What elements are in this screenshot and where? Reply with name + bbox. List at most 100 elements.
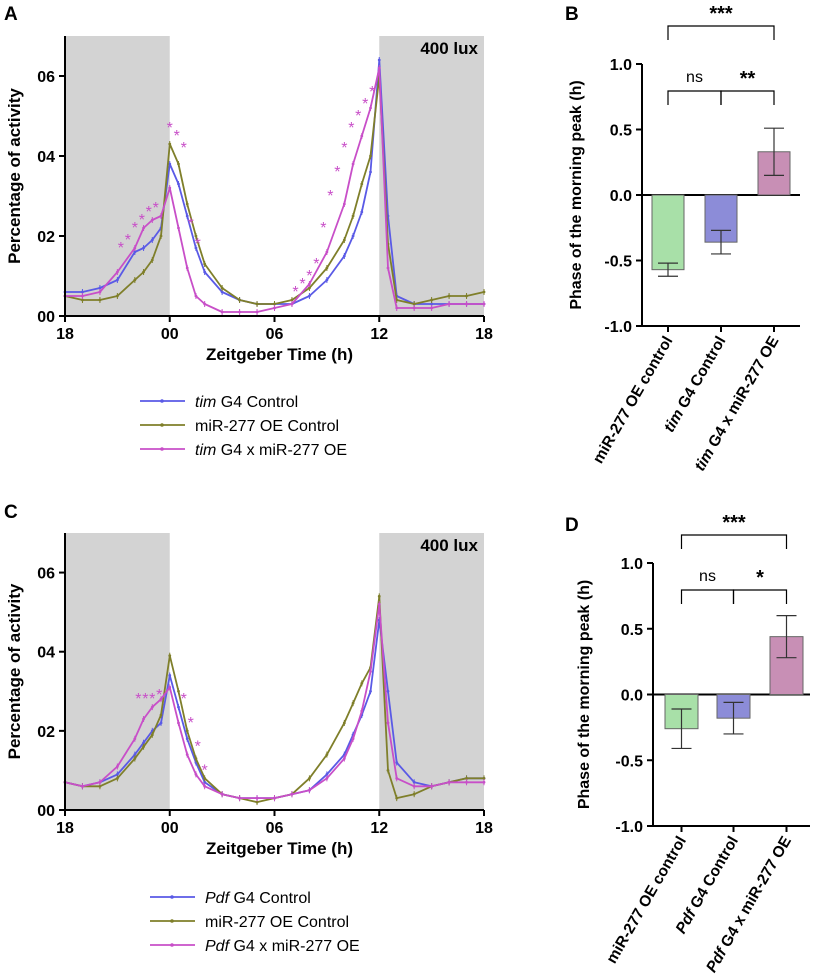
a-significance-star: * (181, 140, 187, 157)
a-data-point (369, 170, 372, 174)
b-y-tick-label: -1.0 (604, 319, 632, 336)
c-y-tick-label: 04 (37, 645, 55, 662)
d-y-tick-label: -1.0 (615, 819, 643, 836)
a-data-point (238, 298, 241, 302)
a-data-point (369, 106, 372, 110)
a-legend-label-rest: G4 x miR-277 OE (216, 442, 347, 459)
c-data-point (325, 776, 329, 780)
a-x-tick-label: 18 (56, 326, 74, 343)
a-data-point (150, 238, 154, 242)
c-legend-label-rest: G4 Control (229, 890, 311, 907)
c-data-point (342, 757, 346, 760)
a-significance-star: * (139, 212, 145, 229)
a-legend-label-rest: G4 Control (216, 394, 298, 411)
a-data-point (430, 302, 434, 306)
a-legend-label: miR-277 OE Control (195, 418, 339, 435)
c-legend-label-rest: G4 x miR-277 OE (229, 938, 360, 955)
c-data-point (308, 788, 311, 792)
c-data-point (168, 674, 172, 677)
c-data-point (447, 780, 451, 784)
d-category-label: miR-277 OE control (603, 834, 690, 967)
c-data-point (203, 776, 207, 780)
a-x-tick-label: 00 (161, 326, 179, 343)
b-comparison-bracket (667, 25, 775, 40)
c-data-point (342, 721, 346, 725)
c-data-point (133, 757, 137, 760)
c-data-point (194, 757, 198, 760)
b-category-label: miR-277 OE control (590, 334, 677, 467)
a-data-point (351, 214, 355, 218)
a-data-point (412, 306, 416, 310)
c-data-point (482, 780, 486, 784)
a-data-point (325, 278, 329, 282)
c-data-point (395, 776, 399, 780)
a-data-point (203, 262, 207, 266)
a-data-point (133, 278, 137, 282)
a-data-point (447, 302, 451, 306)
a-data-point (177, 226, 180, 230)
c-x-tick-label: 18 (56, 820, 74, 837)
a-data-point (203, 270, 207, 274)
a-data-point (308, 282, 311, 286)
a-data-point (308, 286, 311, 290)
a-x-tick-label: 06 (266, 326, 284, 343)
c-lux-badge: 400 lux (420, 536, 478, 555)
c-data-point (255, 796, 259, 800)
c-data-point (482, 776, 486, 780)
a-legend-marker (160, 447, 164, 451)
c-data-point (220, 792, 224, 796)
c-data-point (159, 721, 163, 725)
a-significance-star: * (146, 204, 152, 221)
c-legend-label-italic: Pdf (205, 890, 231, 907)
a-data-point (308, 294, 311, 298)
b-comparison-bracket (667, 90, 722, 105)
a-significance-star: * (327, 188, 333, 205)
b-y-tick-label: 1.0 (610, 57, 632, 74)
d-comparison-bracket (732, 589, 788, 604)
d-y-tick-label: 0.5 (621, 622, 643, 639)
d-comparison-bracket (680, 534, 788, 549)
a-data-point (377, 66, 381, 70)
a-data-point (177, 162, 180, 166)
a-data-point (115, 278, 119, 282)
a-data-point (185, 214, 189, 218)
a-significance-star: * (195, 236, 201, 253)
a-legend-label-rest: miR-277 OE Control (195, 418, 339, 435)
c-x-tick-label: 00 (161, 820, 179, 837)
a-significance-star: * (320, 220, 326, 237)
d-y-tick-label: -0.5 (615, 753, 643, 770)
a-data-point (115, 270, 119, 274)
c-data-point (177, 721, 180, 725)
a-data-point (255, 310, 259, 314)
a-significance-star: * (362, 96, 368, 113)
a-data-point (465, 294, 468, 298)
c-data-point (194, 772, 198, 776)
c-data-point (377, 602, 381, 606)
a-data-point (194, 246, 198, 250)
c-x-axis-title: Zeitgeber Time (h) (206, 839, 353, 858)
d-significance-label: * (756, 567, 764, 589)
c-data-point (360, 681, 364, 685)
c-y-axis-title: Percentage of activity (5, 583, 24, 759)
a-data-point (360, 210, 364, 214)
a-data-point (133, 250, 137, 254)
a-data-point (351, 234, 355, 238)
c-data-point (386, 769, 390, 772)
d-significance-label: ns (699, 568, 716, 585)
c-legend-label: miR-277 OE Control (205, 914, 349, 931)
panel-label-c: C (4, 502, 18, 523)
c-data-point (369, 689, 372, 693)
a-data-point (220, 290, 224, 294)
a-y-tick-label: 02 (37, 229, 55, 246)
c-data-point (412, 792, 416, 796)
a-x-tick-label: 12 (370, 326, 388, 343)
a-significance-star: * (355, 108, 361, 125)
c-data-point (142, 717, 145, 721)
c-data-point (203, 784, 207, 788)
c-series-line-2 (64, 603, 484, 799)
a-legend-marker (160, 399, 164, 403)
c-data-point (142, 745, 145, 749)
a-data-point (290, 302, 294, 306)
b-significance-label: ** (740, 68, 756, 90)
a-data-point (150, 258, 154, 262)
